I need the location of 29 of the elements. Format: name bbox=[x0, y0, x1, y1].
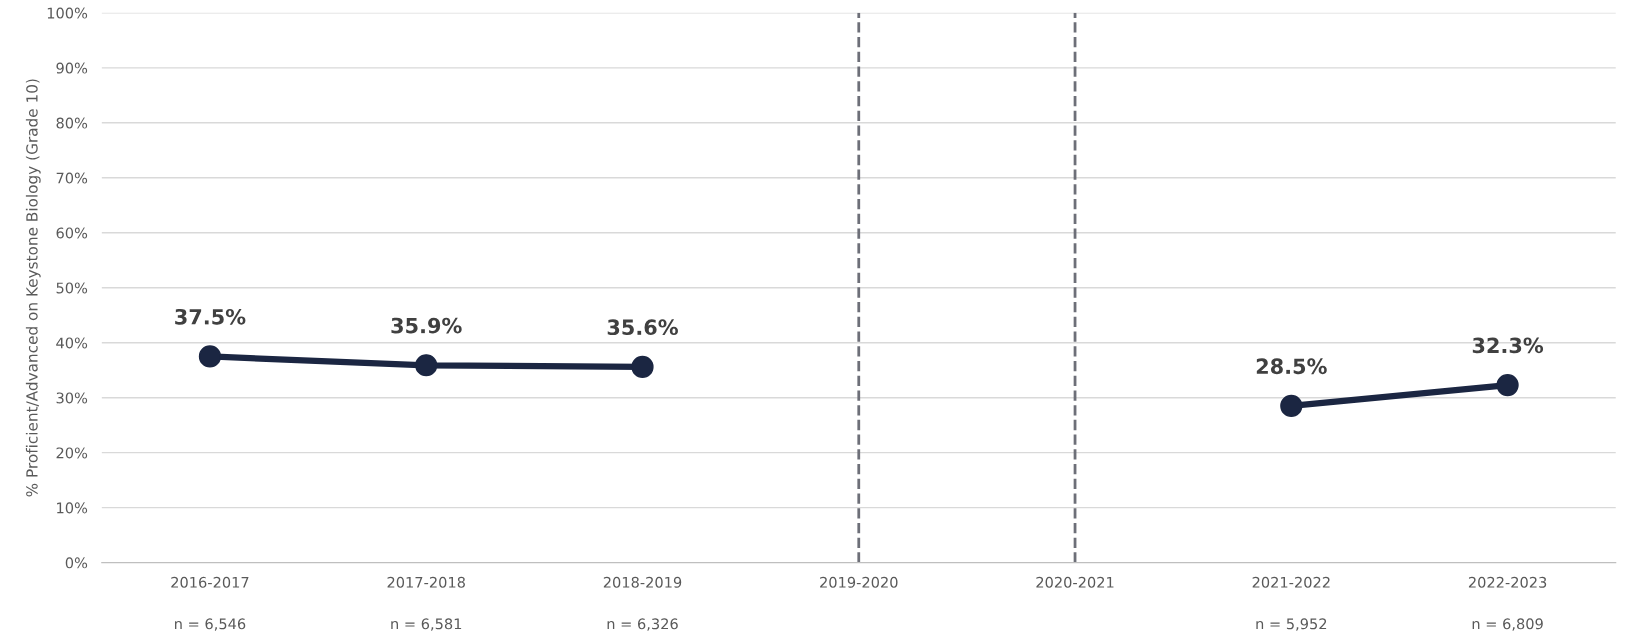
y-tick-label: 90% bbox=[56, 62, 88, 74]
y-tick-label: 10% bbox=[57, 502, 88, 514]
point bbox=[631, 355, 654, 379]
y-tick-label: 50% bbox=[56, 282, 88, 294]
category-label: 2018-2019 n = 6,326 bbox=[603, 576, 682, 631]
category-label: 2017-2018 n = 6,581 bbox=[387, 576, 465, 631]
y-tick-label: 40% bbox=[56, 337, 88, 349]
data-label: 35.9% bbox=[391, 317, 462, 334]
y-tick-label: 0% bbox=[65, 557, 88, 569]
data-label: 35.6% bbox=[607, 319, 678, 336]
category-label: 2021-2022 n = 5,952 bbox=[1252, 576, 1330, 631]
point bbox=[415, 354, 438, 377]
y-axis-title: % Proficient/Advanced on Keystone Biology (Grade 10) bbox=[25, 79, 41, 497]
y-tick-label: 20% bbox=[56, 447, 88, 459]
y-tick-label: 70% bbox=[56, 172, 88, 184]
category-label: 2016-2017 n = 6,546 bbox=[171, 576, 249, 631]
x-tick-label: 2020-2021 bbox=[1036, 576, 1114, 588]
y-tick-label: 100% bbox=[47, 7, 88, 19]
data-label: 37.5% bbox=[175, 308, 246, 325]
y-tick-label: 30% bbox=[56, 392, 88, 404]
data-label: 28.5% bbox=[1256, 358, 1327, 375]
point bbox=[1280, 394, 1303, 418]
category-label: 2022-2023 n = 6,809 bbox=[1468, 576, 1547, 631]
point bbox=[198, 345, 222, 368]
y-tick-label: 60% bbox=[56, 227, 88, 239]
y-tick-label: 80% bbox=[56, 117, 88, 129]
data-label: 32.3% bbox=[1472, 337, 1544, 354]
point bbox=[1496, 373, 1519, 397]
x-tick-label: 2019-2020 bbox=[820, 576, 898, 588]
